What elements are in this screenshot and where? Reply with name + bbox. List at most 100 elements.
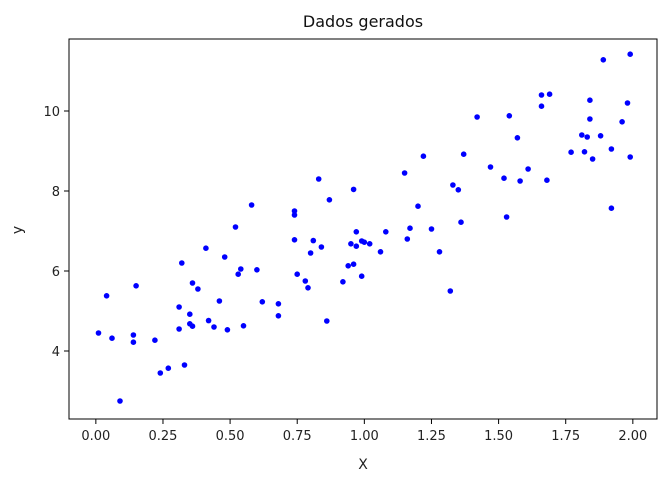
chart-title: Dados gerados (303, 12, 423, 31)
data-point (487, 164, 494, 170)
data-points (95, 51, 633, 404)
data-point (436, 249, 443, 255)
data-point (291, 208, 298, 214)
y-axis-label: y (10, 226, 26, 234)
x-tick-label: 1.50 (484, 429, 513, 444)
data-point (455, 187, 462, 193)
x-tick-label: 0.25 (148, 429, 177, 444)
data-point (340, 279, 346, 285)
data-point (205, 317, 212, 324)
data-point (187, 311, 193, 318)
data-point (366, 241, 373, 247)
data-point (307, 250, 314, 256)
data-point (546, 91, 553, 97)
data-point (216, 298, 223, 304)
data-point (348, 241, 354, 247)
data-point (189, 280, 196, 286)
data-point (525, 166, 531, 172)
x-tick-label: 1.75 (551, 429, 580, 444)
data-point (353, 243, 360, 249)
data-point (181, 362, 188, 368)
data-point (584, 134, 590, 140)
data-point (420, 153, 427, 159)
data-point (350, 186, 357, 193)
data-point (235, 271, 241, 278)
data-point (358, 273, 365, 280)
data-point (109, 335, 115, 342)
data-point (176, 326, 182, 332)
x-tick-label: 0.75 (283, 429, 312, 444)
data-point (294, 271, 301, 278)
data-point (415, 203, 421, 209)
data-point (117, 398, 123, 404)
data-point (152, 337, 158, 344)
data-point (501, 175, 507, 181)
data-point (608, 205, 615, 211)
data-point (517, 178, 523, 184)
data-point (318, 244, 325, 250)
y-tick-label: 10 (43, 105, 60, 120)
data-point (627, 154, 633, 160)
data-point (310, 237, 317, 244)
data-point (302, 278, 309, 284)
data-point (165, 365, 172, 372)
data-point (627, 51, 633, 57)
data-point (326, 197, 333, 203)
data-point (130, 332, 137, 338)
data-point (608, 146, 615, 152)
data-point (538, 103, 545, 109)
data-point (345, 263, 352, 269)
data-point (254, 267, 260, 273)
data-point (506, 113, 513, 119)
data-point (305, 285, 311, 291)
data-point (224, 327, 231, 333)
data-point (195, 286, 201, 292)
data-point (538, 92, 545, 98)
data-point (460, 151, 467, 157)
y-tick-label: 6 (52, 265, 60, 280)
data-point (361, 239, 368, 245)
data-point (597, 133, 604, 139)
data-point (619, 119, 625, 125)
data-point (275, 313, 282, 319)
data-point (232, 224, 239, 230)
data-point (240, 323, 247, 329)
data-point (587, 97, 593, 103)
data-point (600, 57, 607, 63)
data-point (568, 149, 574, 155)
data-point (248, 202, 255, 208)
data-point (103, 293, 110, 299)
data-point (221, 254, 228, 260)
data-point (579, 132, 585, 138)
data-point (447, 288, 454, 294)
data-point (458, 219, 464, 225)
y-tick-label: 4 (52, 345, 60, 360)
data-point (211, 324, 217, 330)
y-tick-label: 8 (52, 185, 60, 200)
data-point (350, 261, 357, 268)
x-tick-label: 2.00 (618, 429, 647, 444)
data-point (377, 249, 384, 255)
x-tick-label: 0.50 (216, 429, 245, 444)
data-point (95, 330, 102, 336)
x-tick-label: 1.00 (350, 429, 379, 444)
data-point (324, 318, 330, 324)
data-point (275, 301, 282, 307)
data-point (450, 182, 456, 188)
data-point (315, 176, 322, 182)
data-point (581, 149, 588, 155)
data-point (133, 283, 139, 289)
data-point (189, 323, 196, 330)
data-point (428, 226, 435, 232)
data-point (203, 245, 209, 251)
data-point (474, 114, 480, 120)
data-point (291, 212, 298, 218)
data-point (544, 177, 550, 183)
data-point (157, 370, 164, 376)
y-axis-ticks: 4 6 8 10 (43, 105, 69, 360)
data-point (407, 225, 413, 231)
data-point (514, 135, 521, 141)
x-tick-label: 0.00 (81, 429, 110, 444)
data-point (383, 229, 389, 235)
